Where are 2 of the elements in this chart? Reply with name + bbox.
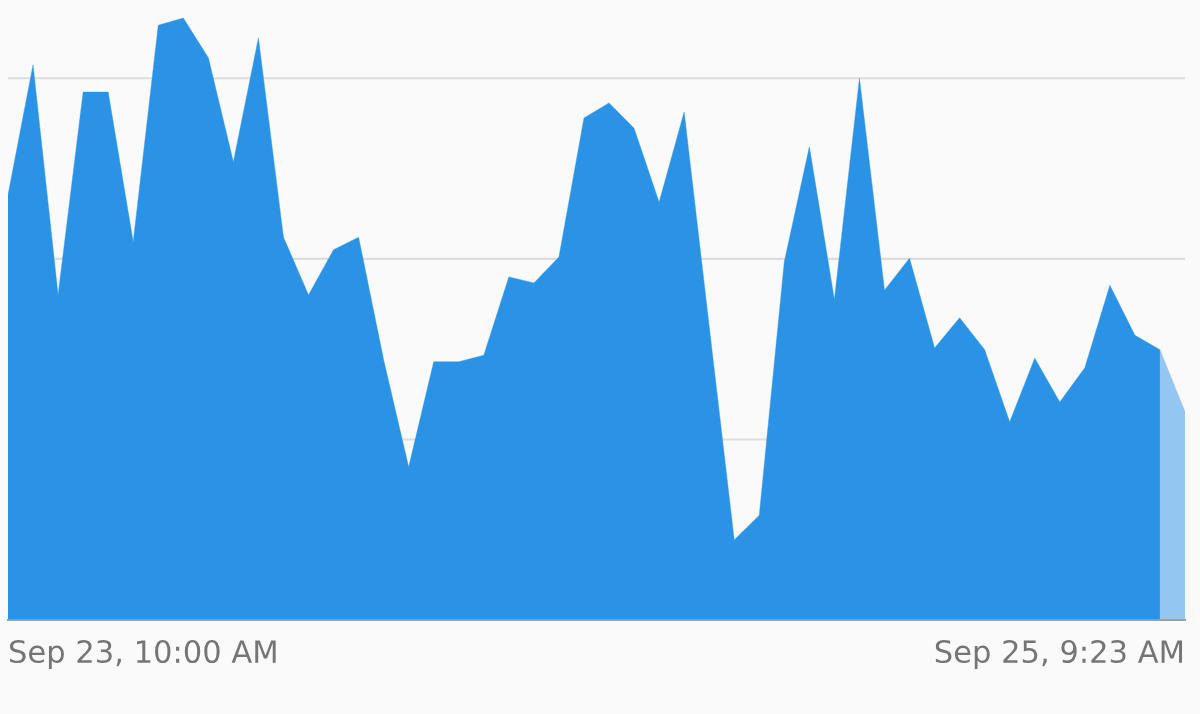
text: Sep 25, 9:23 AM <box>935 639 1183 670</box>
text: Sep 23, 10:00 AM <box>10 639 276 670</box>
